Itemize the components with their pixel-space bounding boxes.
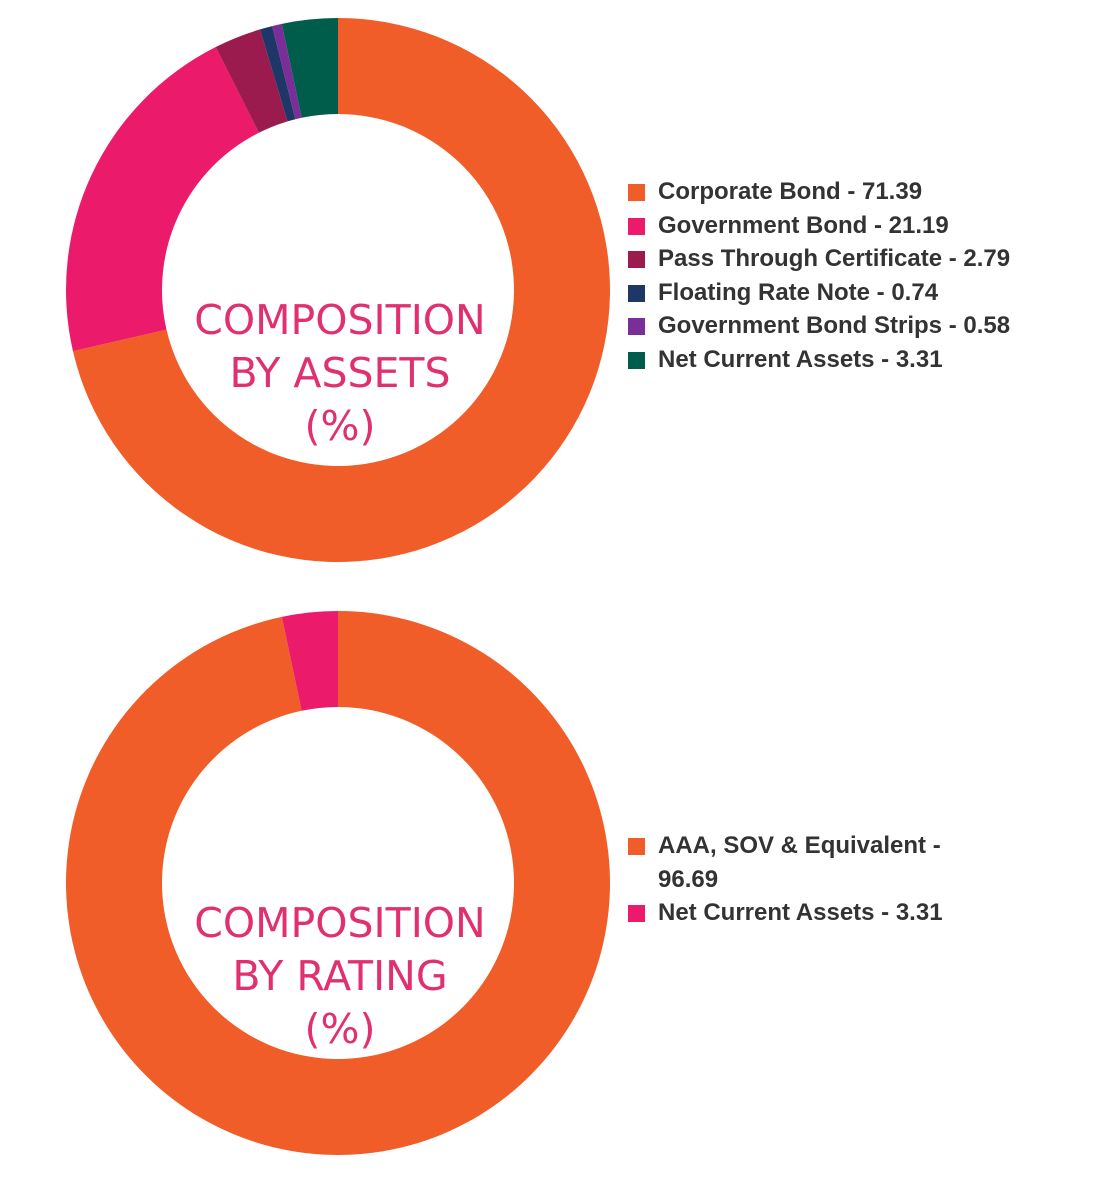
rating-title-line-3: (%) <box>304 1005 376 1053</box>
rating-chart-panel: COMPOSITION BY RATING (%) AAA, SOV & Equ… <box>0 593 1099 1186</box>
legend-swatch <box>628 905 645 922</box>
legend-item-aaa-sov-equivalent: AAA, SOV & Equivalent - 96.69 <box>628 829 998 896</box>
assets-title-line-3: (%) <box>304 402 376 450</box>
legend-swatch <box>628 284 645 302</box>
rating-chart-title: COMPOSITION BY RATING (%) <box>170 897 510 1056</box>
legend-item-government-bond-strips: Government Bond Strips - 0.58 <box>628 309 1068 343</box>
legend-swatch <box>628 251 645 268</box>
rating-title-line-2: BY RATING <box>232 952 448 1000</box>
assets-title-line-2: BY ASSETS <box>229 349 451 397</box>
donut-slice-pass-through-certificate <box>215 29 288 133</box>
legend-swatch <box>628 838 645 855</box>
legend-label: Net Current Assets - 3.31 <box>658 899 943 926</box>
legend-item-government-bond: Government Bond - 21.19 <box>628 209 1068 243</box>
legend-swatch <box>628 351 645 369</box>
rating-legend: AAA, SOV & Equivalent - 96.69 Net Curren… <box>628 829 1068 930</box>
assets-legend: Corporate Bond - 71.39 Government Bond -… <box>628 175 1068 376</box>
donut-slice-floating-rate-note <box>259 26 296 122</box>
assets-title-line-1: COMPOSITION <box>194 296 486 344</box>
legend-item-net-current-assets: Net Current Assets - 3.31 <box>628 896 998 930</box>
legend-item-pass-through-certificate: Pass Through Certificate - 2.79 <box>628 242 1068 276</box>
donut-slice-corporate-bond <box>72 18 611 562</box>
donut-slice-aaa-sov-and-equivalent <box>66 611 610 1155</box>
legend-swatch <box>628 318 645 335</box>
legend-item-floating-rate-note: Floating Rate Note - 0.74 <box>628 276 1068 310</box>
legend-swatch <box>628 184 645 201</box>
rating-donut-chart <box>66 611 610 1155</box>
legend-swatch <box>628 217 645 235</box>
legend-label: Corporate Bond - 71.39 <box>658 178 923 205</box>
assets-chart-panel: COMPOSITION BY ASSETS (%) Corporate Bond… <box>66 18 1068 562</box>
donut-slice-net-current-assets <box>281 611 338 711</box>
donut-slice-government-bond-strips <box>272 23 302 120</box>
assets-chart-title: COMPOSITION BY ASSETS (%) <box>170 294 510 453</box>
rating-title-line-1: COMPOSITION <box>194 899 486 947</box>
donut-slice-net-current-assets <box>281 18 338 118</box>
legend-label: Floating Rate Note - 0.74 <box>658 278 939 306</box>
donut-slice-government-bond <box>66 47 259 352</box>
legend-label: Government Bond Strips - 0.58 <box>658 312 1011 339</box>
legend-label: Pass Through Certificate - 2.79 <box>658 245 1011 272</box>
legend-label: Government Bond - 21.19 <box>658 211 949 239</box>
assets-donut-chart <box>66 18 611 562</box>
legend-item-net-current-assets: Net Current Assets - 3.31 <box>628 343 1068 377</box>
legend-label: Net Current Assets - 3.31 <box>658 345 943 373</box>
legend-label: AAA, SOV & Equivalent - 96.69 <box>658 832 941 893</box>
legend-item-corporate-bond: Corporate Bond - 71.39 <box>628 175 1068 209</box>
